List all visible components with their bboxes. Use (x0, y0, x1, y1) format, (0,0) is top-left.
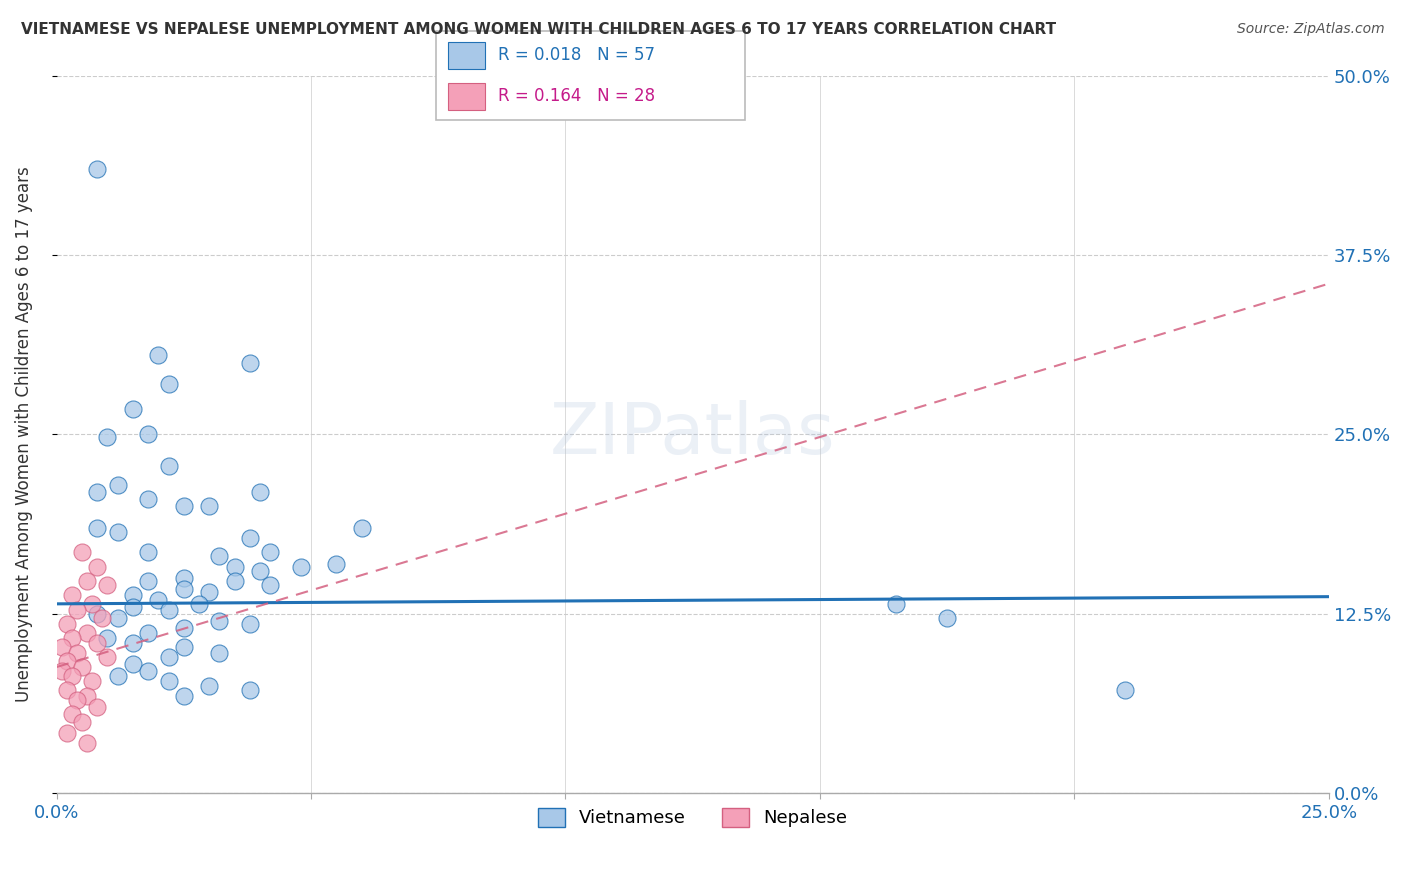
Nepalese (66, 602, 89, 616)
Nepalese (56, 616, 79, 631)
Nepalese (60, 707, 83, 722)
Vietnamese (936, 611, 959, 625)
Nepalese (76, 736, 98, 750)
Vietnamese (107, 668, 129, 682)
Vietnamese (173, 571, 195, 585)
Vietnamese (157, 602, 180, 616)
Nepalese (82, 597, 104, 611)
Vietnamese (96, 430, 118, 444)
Text: ZIPatlas: ZIPatlas (550, 400, 835, 469)
Vietnamese (224, 574, 246, 588)
Vietnamese (122, 657, 145, 672)
Vietnamese (208, 549, 231, 564)
Vietnamese (224, 559, 246, 574)
Vietnamese (173, 689, 195, 703)
Nepalese (96, 578, 118, 592)
Nepalese (51, 640, 73, 654)
Bar (449, 42, 485, 69)
Nepalese (56, 654, 79, 668)
Vietnamese (157, 674, 180, 689)
Nepalese (70, 714, 93, 729)
Y-axis label: Unemployment Among Women with Children Ages 6 to 17 years: Unemployment Among Women with Children A… (15, 167, 32, 702)
Vietnamese (173, 500, 195, 514)
Vietnamese (148, 592, 170, 607)
Nepalese (60, 632, 83, 646)
Nepalese (91, 611, 114, 625)
Vietnamese (259, 545, 281, 559)
Vietnamese (208, 614, 231, 628)
Vietnamese (148, 349, 170, 363)
Vietnamese (249, 564, 271, 578)
Vietnamese (1114, 683, 1136, 698)
Nepalese (70, 660, 93, 674)
Vietnamese (136, 545, 159, 559)
Vietnamese (86, 484, 108, 499)
Nepalese (60, 668, 83, 682)
Vietnamese (350, 521, 373, 535)
Vietnamese (239, 683, 262, 698)
Vietnamese (249, 484, 271, 499)
Vietnamese (107, 524, 129, 539)
Vietnamese (173, 621, 195, 635)
Vietnamese (122, 401, 145, 416)
Vietnamese (259, 578, 281, 592)
Nepalese (86, 700, 108, 714)
Vietnamese (86, 521, 108, 535)
Vietnamese (173, 582, 195, 597)
Vietnamese (96, 632, 118, 646)
Vietnamese (884, 597, 907, 611)
Nepalese (86, 559, 108, 574)
Vietnamese (198, 500, 221, 514)
Vietnamese (122, 599, 145, 614)
Vietnamese (157, 377, 180, 392)
Vietnamese (86, 161, 108, 176)
Vietnamese (136, 625, 159, 640)
Vietnamese (136, 491, 159, 506)
Vietnamese (136, 574, 159, 588)
FancyBboxPatch shape (436, 31, 745, 120)
Vietnamese (325, 557, 347, 571)
Vietnamese (136, 665, 159, 679)
Nepalese (76, 689, 98, 703)
Vietnamese (198, 585, 221, 599)
Text: R = 0.018   N = 57: R = 0.018 N = 57 (498, 46, 655, 64)
Vietnamese (239, 531, 262, 545)
Vietnamese (198, 679, 221, 693)
Nepalese (51, 665, 73, 679)
Legend: Vietnamese, Nepalese: Vietnamese, Nepalese (530, 801, 855, 835)
Nepalese (76, 574, 98, 588)
Vietnamese (122, 588, 145, 602)
Nepalese (66, 693, 89, 707)
Nepalese (86, 635, 108, 649)
Vietnamese (208, 646, 231, 660)
Nepalese (82, 674, 104, 689)
Text: VIETNAMESE VS NEPALESE UNEMPLOYMENT AMONG WOMEN WITH CHILDREN AGES 6 TO 17 YEARS: VIETNAMESE VS NEPALESE UNEMPLOYMENT AMON… (21, 22, 1056, 37)
Nepalese (56, 726, 79, 740)
Text: R = 0.164   N = 28: R = 0.164 N = 28 (498, 87, 655, 105)
Vietnamese (107, 611, 129, 625)
Vietnamese (188, 597, 211, 611)
Vietnamese (239, 356, 262, 370)
Vietnamese (290, 559, 312, 574)
Nepalese (66, 646, 89, 660)
Vietnamese (122, 635, 145, 649)
Vietnamese (136, 427, 159, 442)
Nepalese (56, 683, 79, 698)
Nepalese (70, 545, 93, 559)
Vietnamese (239, 616, 262, 631)
Vietnamese (157, 458, 180, 473)
Bar (449, 83, 485, 110)
Vietnamese (86, 607, 108, 621)
Vietnamese (107, 477, 129, 491)
Nepalese (60, 588, 83, 602)
Nepalese (76, 625, 98, 640)
Vietnamese (157, 650, 180, 665)
Vietnamese (173, 640, 195, 654)
Nepalese (96, 650, 118, 665)
Text: Source: ZipAtlas.com: Source: ZipAtlas.com (1237, 22, 1385, 37)
